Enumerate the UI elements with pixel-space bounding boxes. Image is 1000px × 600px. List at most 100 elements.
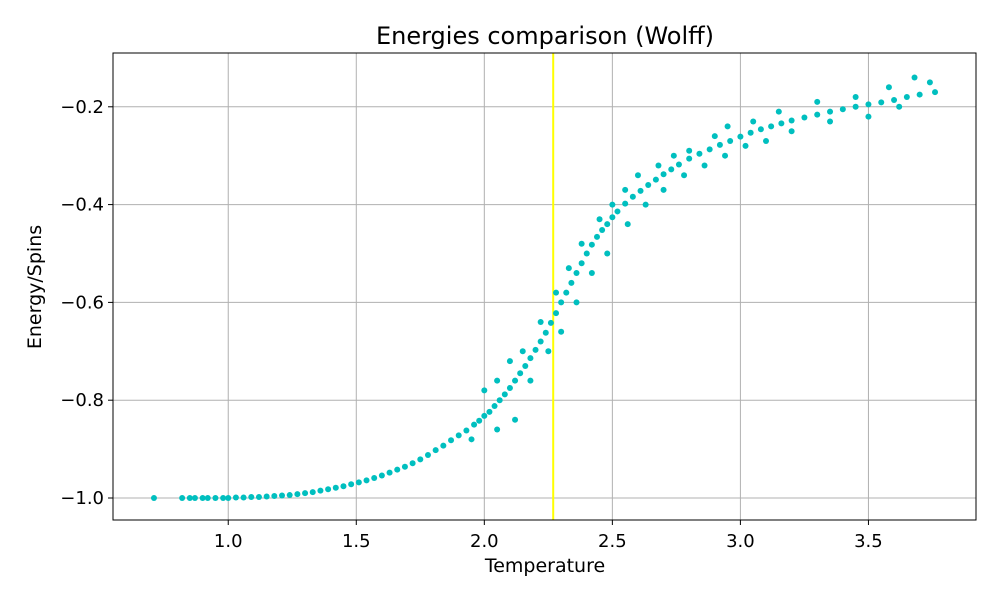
data-point: [517, 370, 524, 377]
data-point: [476, 417, 483, 424]
data-point: [512, 416, 519, 423]
data-point: [681, 172, 688, 179]
data-point: [496, 397, 503, 404]
data-point: [317, 487, 324, 494]
x-tick-label: 2.5: [598, 531, 627, 552]
data-point: [440, 442, 447, 449]
data-point: [199, 494, 206, 501]
x-tick-label: 1.5: [342, 531, 371, 552]
data-point: [885, 84, 892, 91]
data-point: [363, 477, 370, 484]
data-point: [827, 118, 834, 125]
y-tick-label: −0.2: [60, 97, 104, 118]
data-point: [519, 348, 526, 355]
data-point: [622, 186, 629, 193]
data-point: [578, 260, 585, 267]
data-point: [232, 494, 239, 501]
data-point: [565, 265, 572, 272]
data-point: [471, 421, 478, 428]
data-point: [212, 494, 219, 501]
data-point: [778, 120, 785, 127]
data-point: [599, 227, 606, 234]
x-tick-label: 1.0: [214, 531, 243, 552]
x-tick-label: 2.0: [470, 531, 499, 552]
data-point: [506, 384, 513, 391]
data-point: [696, 150, 703, 157]
data-point: [609, 214, 616, 221]
data-point: [537, 338, 544, 345]
chart-title: Energies comparison (Wolff): [376, 22, 714, 50]
data-point: [271, 493, 278, 500]
data-point: [706, 146, 713, 153]
data-point: [394, 466, 401, 473]
data-point: [371, 474, 378, 481]
data-point: [294, 491, 301, 498]
data-point: [642, 201, 649, 208]
data-points: [150, 74, 939, 501]
data-point: [463, 427, 470, 434]
data-point: [455, 432, 462, 439]
data-point: [481, 387, 488, 394]
data-point: [378, 472, 385, 479]
y-tick-label: −0.8: [60, 390, 104, 411]
data-point: [501, 391, 508, 398]
data-point: [494, 426, 501, 433]
data-point: [279, 492, 286, 499]
data-point: [711, 133, 718, 140]
data-point: [727, 138, 734, 145]
data-point: [903, 94, 910, 101]
data-point: [604, 250, 611, 257]
data-point: [545, 348, 552, 355]
x-axis-label: Temperature: [484, 555, 605, 577]
plot-frame: [112, 52, 977, 521]
data-point: [558, 328, 565, 335]
data-point: [286, 492, 293, 499]
data-point: [563, 289, 570, 296]
data-point: [896, 103, 903, 110]
data-point: [448, 437, 455, 444]
data-point: [827, 108, 834, 115]
data-point: [604, 221, 611, 228]
data-point: [248, 494, 255, 501]
data-point: [386, 469, 393, 476]
y-axis-ticks: −1.0 −0.8 −0.6 −0.4 −0.2: [60, 97, 113, 509]
x-axis-ticks: 1.0 1.5 2.0 2.5 3.0 3.5: [214, 520, 883, 552]
data-point: [645, 182, 652, 189]
data-point: [716, 141, 723, 148]
data-point: [204, 494, 211, 501]
data-point: [409, 460, 416, 467]
data-point: [578, 240, 585, 247]
data-point: [593, 233, 600, 240]
data-point: [325, 486, 332, 493]
data-point: [916, 91, 923, 98]
data-point: [801, 114, 808, 121]
data-point: [417, 456, 424, 463]
data-point: [553, 310, 560, 317]
data-point: [558, 299, 565, 306]
y-tick-label: −0.6: [60, 292, 104, 313]
data-point: [537, 318, 544, 325]
data-point: [191, 494, 198, 501]
data-point: [750, 118, 757, 125]
data-point: [742, 142, 749, 149]
data-point: [926, 79, 933, 86]
data-point: [670, 152, 677, 159]
data-point: [609, 201, 616, 208]
data-point: [839, 106, 846, 113]
data-point: [491, 403, 498, 410]
x-tick-label: 3.0: [726, 531, 755, 552]
data-point: [220, 494, 227, 501]
data-point: [788, 117, 795, 124]
data-point: [186, 494, 193, 501]
data-point: [309, 489, 316, 496]
data-point: [757, 126, 764, 133]
data-point: [179, 494, 186, 501]
data-point: [675, 161, 682, 168]
data-point: [255, 494, 262, 501]
data-point: [355, 479, 362, 486]
data-point: [494, 377, 501, 384]
data-point: [340, 483, 347, 490]
y-axis-label: Energy/Spins: [24, 225, 46, 349]
data-point: [660, 171, 667, 178]
data-point: [263, 493, 270, 500]
